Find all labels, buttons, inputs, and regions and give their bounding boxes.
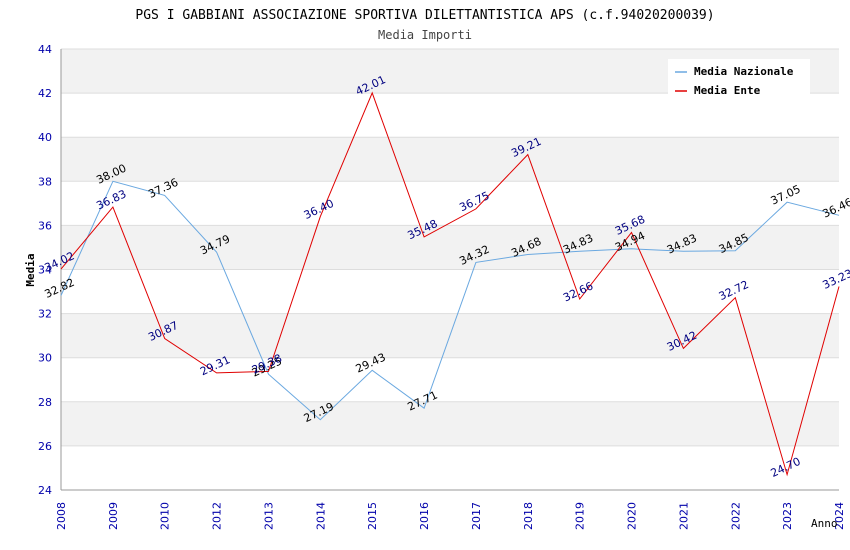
legend-box bbox=[668, 59, 810, 101]
x-tick-label: 2017 bbox=[470, 502, 483, 530]
x-tick-label: 2023 bbox=[781, 502, 794, 530]
series-line-nazionale bbox=[60, 180, 840, 421]
y-tick-label: 42 bbox=[38, 87, 52, 100]
y-axis-label: Media bbox=[24, 253, 37, 286]
series-lines bbox=[60, 91, 840, 477]
y-tick-label: 40 bbox=[38, 131, 52, 144]
x-tick-label: 2014 bbox=[314, 502, 327, 530]
y-tick-label: 44 bbox=[38, 43, 52, 56]
legend-label-nazionale: Media Nazionale bbox=[694, 65, 794, 78]
grid-band bbox=[61, 445, 839, 490]
x-tick-label: 2020 bbox=[626, 502, 639, 530]
x-tick-label: 2016 bbox=[418, 502, 431, 530]
y-axis-ticks: 24 26 28 30 32 34 36 38 40 42 44 bbox=[38, 43, 52, 497]
x-tick-label: 2021 bbox=[677, 502, 690, 530]
x-axis-label: Anno bbox=[811, 517, 838, 530]
x-tick-label: 2009 bbox=[107, 502, 120, 530]
y-tick-label: 32 bbox=[38, 308, 52, 321]
y-tick-label: 30 bbox=[38, 352, 52, 365]
grid-band bbox=[61, 181, 839, 226]
grid-band bbox=[61, 269, 839, 314]
x-tick-label: 2015 bbox=[366, 502, 379, 530]
axes bbox=[60, 49, 839, 491]
series-line-ente bbox=[60, 91, 840, 477]
x-axis-ticks: 2008 2009 2010 2012 2013 2014 2015 2016 2017 2018… bbox=[55, 502, 846, 530]
y-tick-label: 34 bbox=[38, 264, 52, 277]
x-tick-label: 2013 bbox=[262, 502, 275, 530]
y-tick-label: 26 bbox=[38, 440, 52, 453]
x-tick-label: 2018 bbox=[522, 502, 535, 530]
x-tick-label: 2022 bbox=[729, 502, 742, 530]
y-tick-label: 28 bbox=[38, 396, 52, 409]
x-tick-label: 2012 bbox=[211, 502, 224, 530]
grid-bands bbox=[61, 49, 839, 490]
legend: Media Nazionale Media Ente bbox=[668, 59, 810, 101]
chart-title: PGS I GABBIANI ASSOCIAZIONE SPORTIVA DIL… bbox=[135, 8, 714, 23]
y-tick-label: 24 bbox=[38, 484, 52, 497]
x-tick-label: 2010 bbox=[159, 502, 172, 530]
x-tick-label: 2024 bbox=[833, 502, 846, 530]
grid-band bbox=[61, 225, 839, 270]
grid-band bbox=[61, 401, 839, 446]
chart-subtitle: Media Importi bbox=[378, 28, 472, 42]
grid-band bbox=[61, 137, 839, 182]
grid-band bbox=[61, 357, 839, 402]
x-tick-label: 2008 bbox=[55, 502, 68, 530]
legend-label-ente: Media Ente bbox=[694, 84, 761, 97]
y-tick-label: 36 bbox=[38, 219, 52, 232]
y-tick-label: 38 bbox=[38, 175, 52, 188]
x-tick-label: 2019 bbox=[574, 502, 587, 530]
